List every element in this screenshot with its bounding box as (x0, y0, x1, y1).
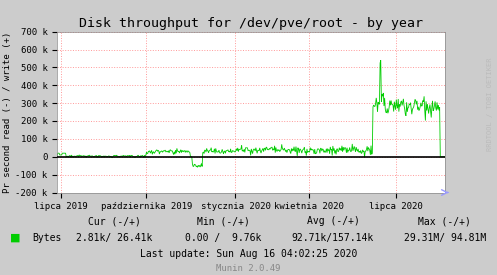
Text: Munin 2.0.49: Munin 2.0.49 (216, 264, 281, 273)
Text: Bytes: Bytes (32, 233, 62, 243)
Text: Min (-/+): Min (-/+) (197, 216, 250, 226)
Text: Max (-/+): Max (-/+) (418, 216, 471, 226)
Text: RRDTOOL / TOBI OETIKER: RRDTOOL / TOBI OETIKER (487, 58, 493, 151)
Y-axis label: Pr second read (-) / write (+): Pr second read (-) / write (+) (3, 31, 12, 193)
Text: Cur (-/+): Cur (-/+) (88, 216, 141, 226)
Text: 2.81k/ 26.41k: 2.81k/ 26.41k (76, 233, 153, 243)
Text: ■: ■ (10, 233, 20, 243)
Text: Last update: Sun Aug 16 04:02:25 2020: Last update: Sun Aug 16 04:02:25 2020 (140, 249, 357, 259)
Title: Disk throughput for /dev/pve/root - by year: Disk throughput for /dev/pve/root - by y… (79, 17, 423, 31)
Text: Avg (-/+): Avg (-/+) (307, 216, 359, 226)
Text: 29.31M/ 94.81M: 29.31M/ 94.81M (404, 233, 486, 243)
Text: 92.71k/157.14k: 92.71k/157.14k (292, 233, 374, 243)
Text: 0.00 /  9.76k: 0.00 / 9.76k (185, 233, 262, 243)
